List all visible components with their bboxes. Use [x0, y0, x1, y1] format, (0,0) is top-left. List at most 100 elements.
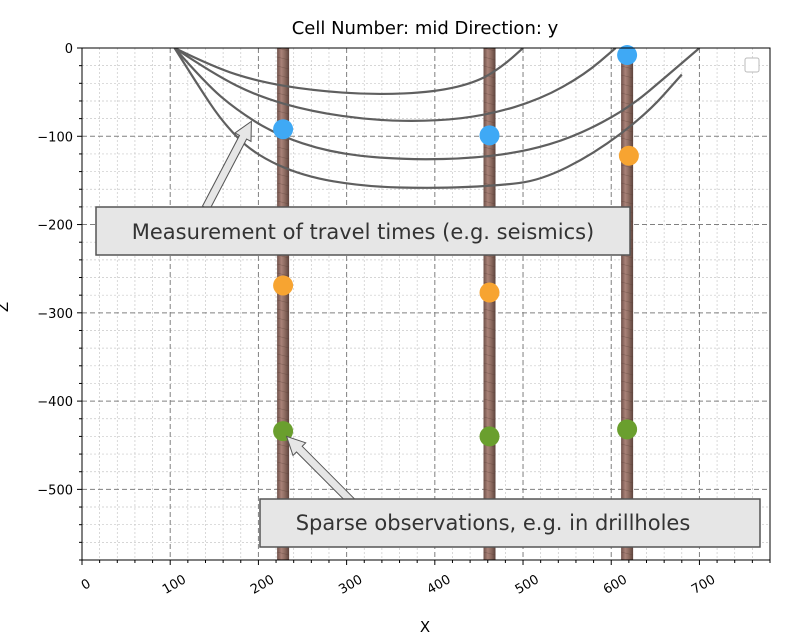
drillhole-texture — [483, 191, 496, 196]
drillhole-texture — [483, 335, 496, 340]
annotation-text-drillholes: Sparse observations, e.g. in drillholes — [296, 511, 691, 535]
annotation-box-seismics — [95, 206, 631, 256]
y-axis-ticks: 0 −100 −200 −300 −400 −500 — [37, 42, 82, 561]
observation-point — [617, 419, 638, 440]
drillhole-texture — [621, 452, 634, 457]
drillhole-texture — [621, 200, 634, 205]
x-tick-label: 100 — [160, 572, 189, 597]
drillhole-texture — [483, 92, 496, 97]
drillhole-texture — [621, 182, 634, 187]
drillhole-texture — [483, 371, 496, 376]
drillhole-texture — [277, 371, 290, 376]
y-tick-label: −400 — [37, 395, 73, 410]
annotation-text-seismics: Measurement of travel times (e.g. seismi… — [132, 220, 595, 244]
drillhole-texture — [621, 128, 634, 133]
drillhole-texture — [483, 452, 496, 457]
drillhole-texture — [621, 362, 634, 367]
drillhole-texture — [483, 101, 496, 106]
drillhole-texture — [277, 470, 290, 475]
drillhole-texture — [621, 317, 634, 322]
drillhole-texture — [621, 371, 634, 376]
drillhole-texture — [483, 119, 496, 124]
annotation-box-drillholes — [259, 498, 761, 548]
annotation-arrow-seismics — [201, 120, 252, 211]
drillhole-texture — [621, 137, 634, 142]
drillhole-texture — [621, 164, 634, 169]
drillhole-texture — [483, 200, 496, 205]
drillhole-texture — [483, 461, 496, 466]
drillhole-texture — [621, 83, 634, 88]
drillhole-texture — [621, 416, 634, 421]
drillhole-texture — [621, 470, 634, 475]
drillhole-texture — [483, 470, 496, 475]
x-tick-label: 200 — [248, 572, 277, 597]
x-tick-label: 0 — [79, 576, 94, 593]
drillhole-texture — [483, 398, 496, 403]
drillhole-texture — [277, 344, 290, 349]
drillhole-texture — [277, 272, 290, 277]
drillhole-texture — [621, 290, 634, 295]
drillhole-texture — [277, 173, 290, 178]
drillhole-texture — [483, 263, 496, 268]
drillhole-texture — [621, 299, 634, 304]
drillhole-texture — [483, 407, 496, 412]
drillhole-core — [483, 48, 496, 560]
ray-path — [174, 48, 524, 96]
drillhole-texture — [621, 74, 634, 79]
drillhole-texture — [483, 83, 496, 88]
drillhole-texture — [277, 479, 290, 484]
drillhole-texture — [483, 146, 496, 151]
drillhole-texture — [277, 407, 290, 412]
drillhole-texture — [621, 263, 634, 268]
drillhole-texture — [621, 353, 634, 358]
drillhole-texture — [621, 191, 634, 196]
minor-gridlines — [82, 48, 771, 561]
drillhole-texture — [483, 551, 496, 556]
y-tick-label: −200 — [37, 219, 73, 234]
drillhole-texture — [277, 155, 290, 160]
drillhole-texture — [621, 110, 634, 115]
drillhole-texture — [277, 443, 290, 448]
x-axis-title: X — [420, 618, 430, 636]
drillhole-texture — [621, 380, 634, 385]
drillhole-texture — [483, 317, 496, 322]
observation-points — [273, 45, 639, 447]
drillhole-texture — [277, 389, 290, 394]
drillhole-texture — [483, 173, 496, 178]
observation-point — [479, 426, 500, 447]
drillhole-texture — [621, 488, 634, 493]
drillhole-texture — [277, 362, 290, 367]
drillhole-texture — [277, 146, 290, 151]
plot-frame — [81, 47, 771, 561]
ray-path — [173, 48, 683, 189]
drillhole-texture — [621, 335, 634, 340]
drillhole-texture — [277, 398, 290, 403]
observation-point — [479, 125, 500, 146]
ray-path — [173, 48, 701, 161]
major-gridlines — [81, 47, 770, 560]
x-tick-label: 300 — [336, 572, 365, 597]
drillhole-texture — [277, 191, 290, 196]
drillhole-texture — [483, 308, 496, 313]
drillhole-texture — [621, 281, 634, 286]
drillhole-texture — [277, 452, 290, 457]
drillhole-texture — [483, 479, 496, 484]
drillhole-texture — [483, 389, 496, 394]
drillhole-texture — [277, 92, 290, 97]
observation-point — [479, 282, 500, 303]
drillhole-texture — [277, 308, 290, 313]
drillhole-texture — [277, 551, 290, 556]
annotations: Measurement of travel times (e.g. seismi… — [95, 120, 761, 548]
x-tick-label: 500 — [513, 572, 542, 597]
chart-title: Cell Number: mid Direction: y — [292, 18, 559, 39]
drillhole-texture — [621, 272, 634, 277]
y-tick-label: −500 — [37, 483, 73, 498]
ray-paths — [173, 48, 701, 189]
drillhole-texture — [277, 182, 290, 187]
y-tick-label: −300 — [37, 307, 73, 322]
drillhole-texture — [621, 326, 634, 331]
drillhole-texture — [621, 443, 634, 448]
drillhole-texture — [277, 56, 290, 61]
observation-point — [617, 45, 638, 66]
